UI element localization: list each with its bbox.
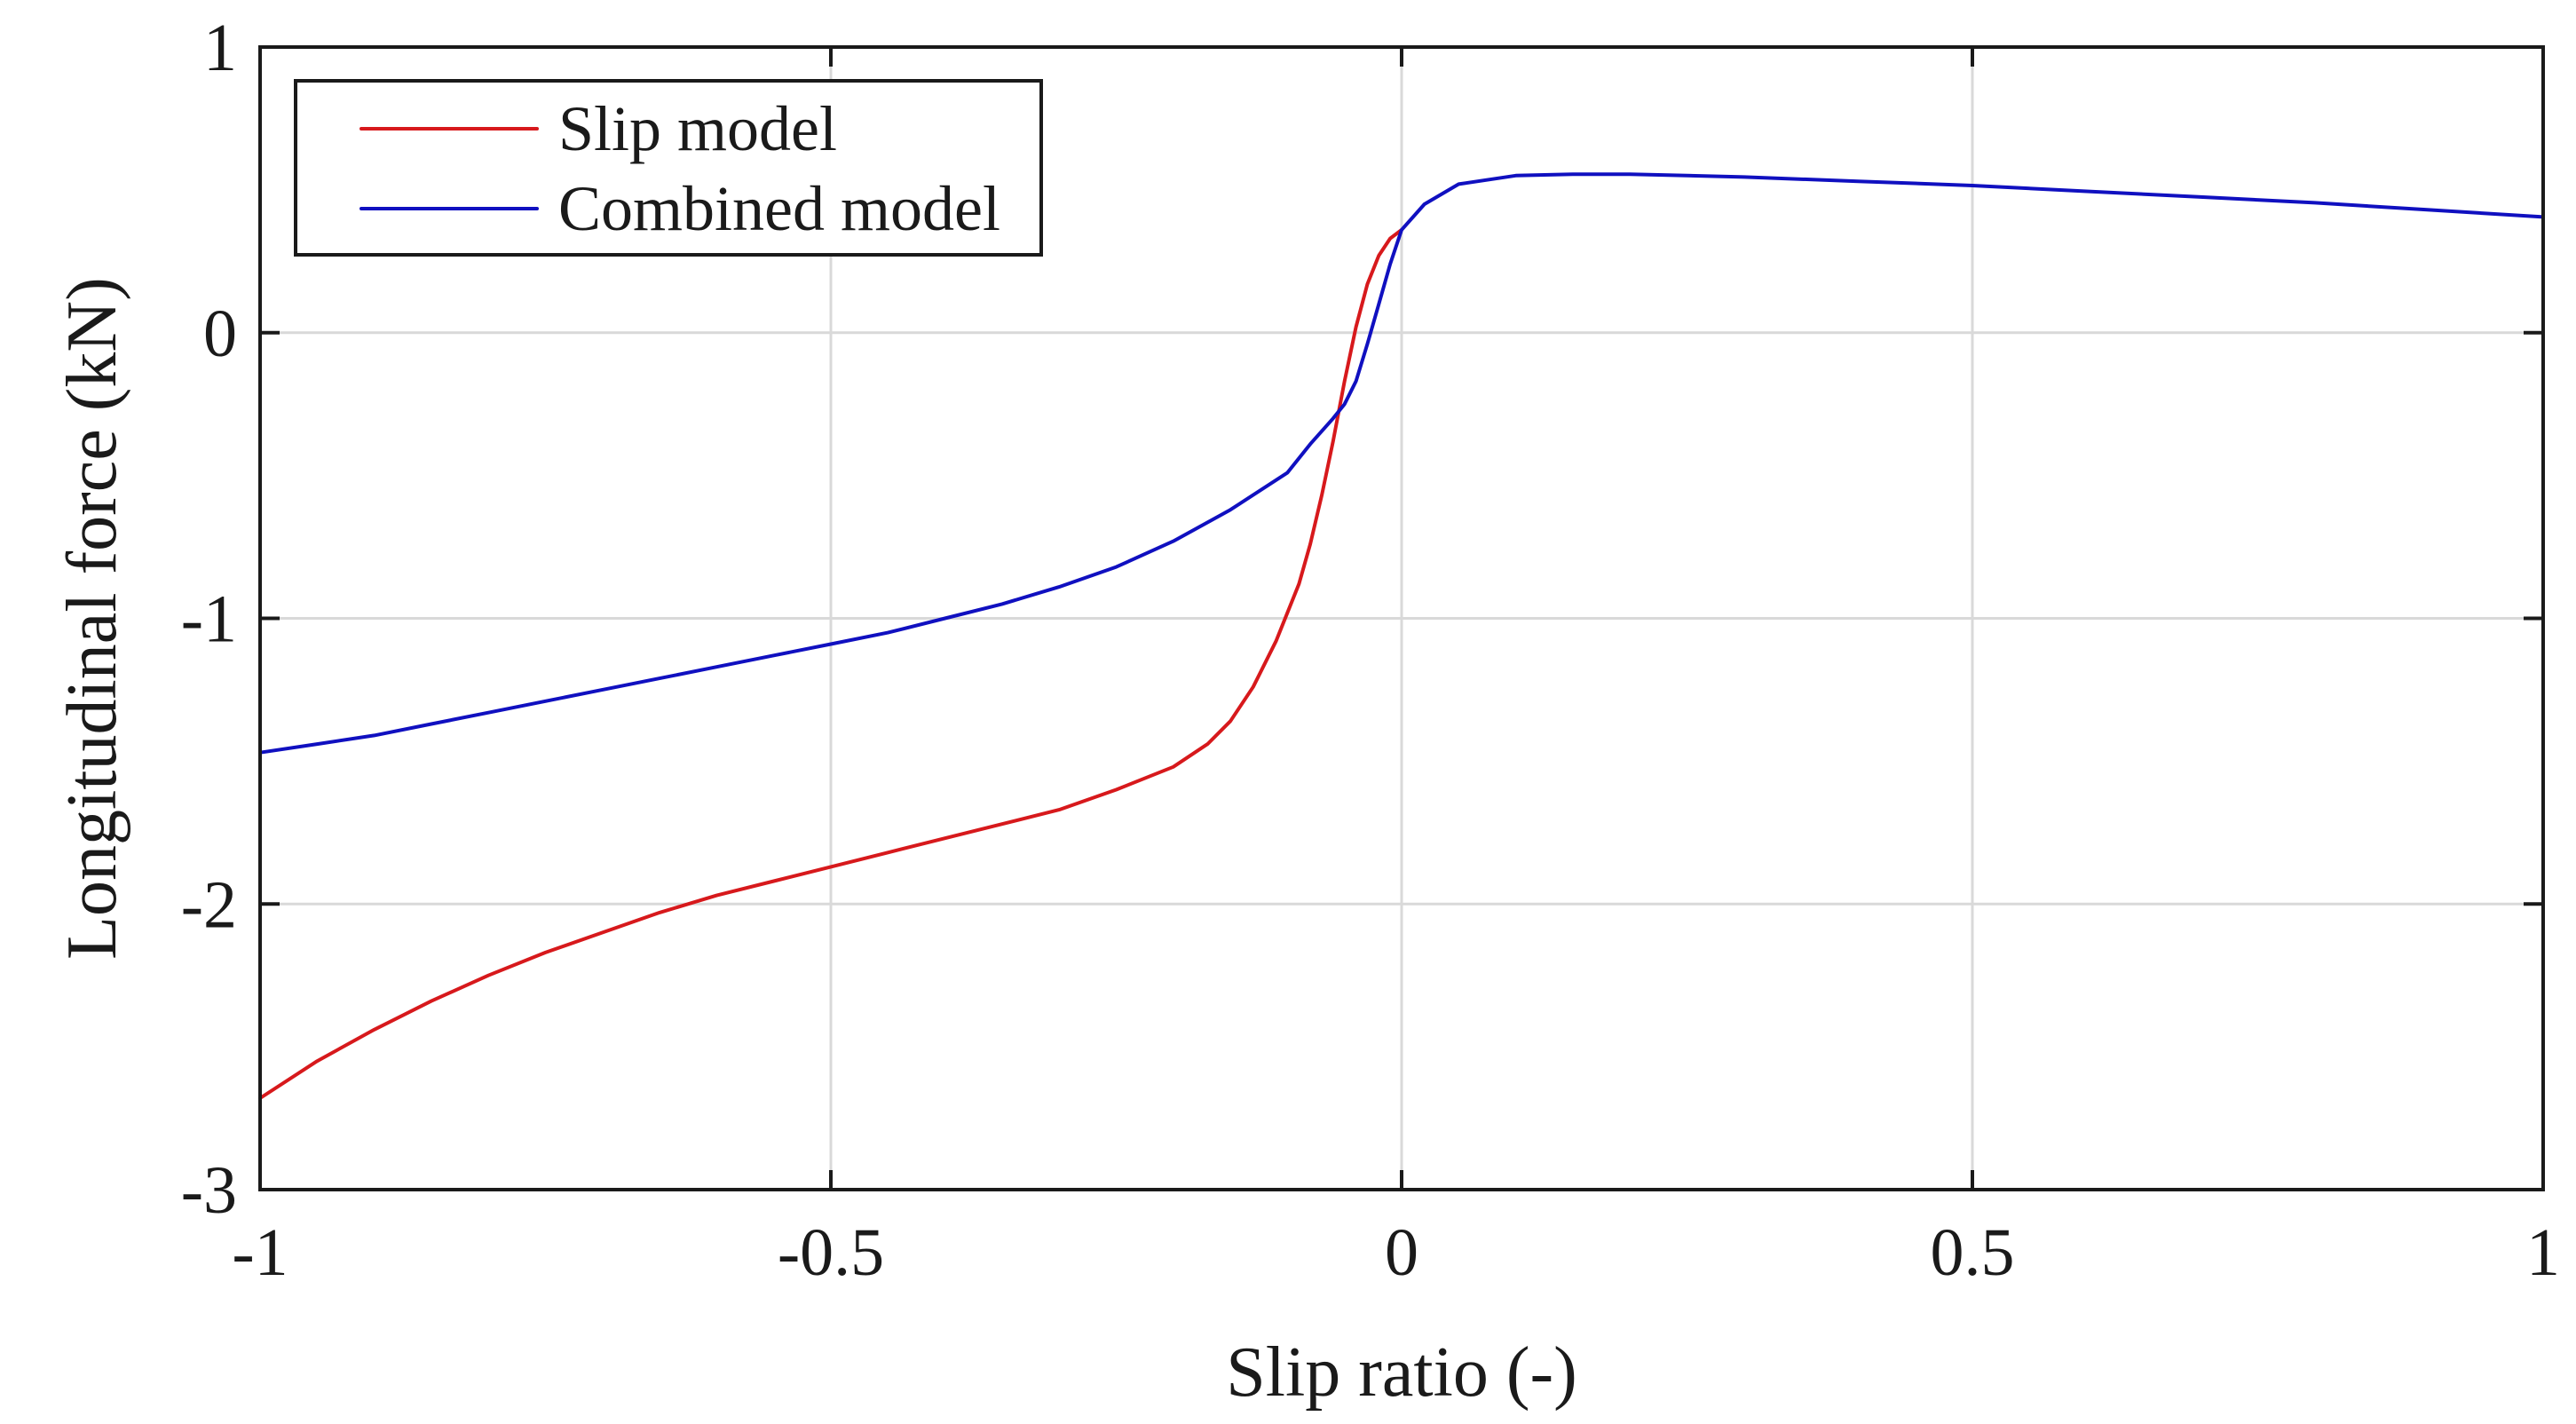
x-axis-tick-labels: -1 -0.5 0 0.5 1 xyxy=(232,1215,2560,1290)
legend-label-combined-model: Combined model xyxy=(558,173,1000,244)
x-tick-label: 1 xyxy=(2526,1215,2560,1290)
data-series xyxy=(258,172,2545,1100)
y-tick-label: 1 xyxy=(203,11,237,85)
y-tick-label: -2 xyxy=(181,867,237,942)
legend-box xyxy=(294,79,1043,257)
y-tick-label: -3 xyxy=(181,1153,237,1228)
tick-marks xyxy=(258,45,2545,1191)
x-tick-label: -1 xyxy=(232,1215,288,1290)
x-tick-label: -0.5 xyxy=(778,1215,884,1290)
legend: Slip model Combined model xyxy=(294,79,1043,257)
x-axis-label: Slip ratio (-) xyxy=(1226,1333,1576,1412)
y-tick-label: 0 xyxy=(203,297,237,371)
legend-label-slip-model: Slip model xyxy=(558,93,837,164)
series-line-combined-model xyxy=(258,172,2545,755)
x-tick-label: 0.5 xyxy=(1931,1215,2015,1290)
y-axis-tick-labels: -3 -2 -1 0 1 xyxy=(181,11,237,1228)
y-tick-label: -1 xyxy=(181,582,237,657)
y-axis-label: Longitudinal force (kN) xyxy=(53,277,131,960)
x-tick-label: 0 xyxy=(1385,1215,1418,1290)
series-line-slip-model xyxy=(258,227,1403,1100)
